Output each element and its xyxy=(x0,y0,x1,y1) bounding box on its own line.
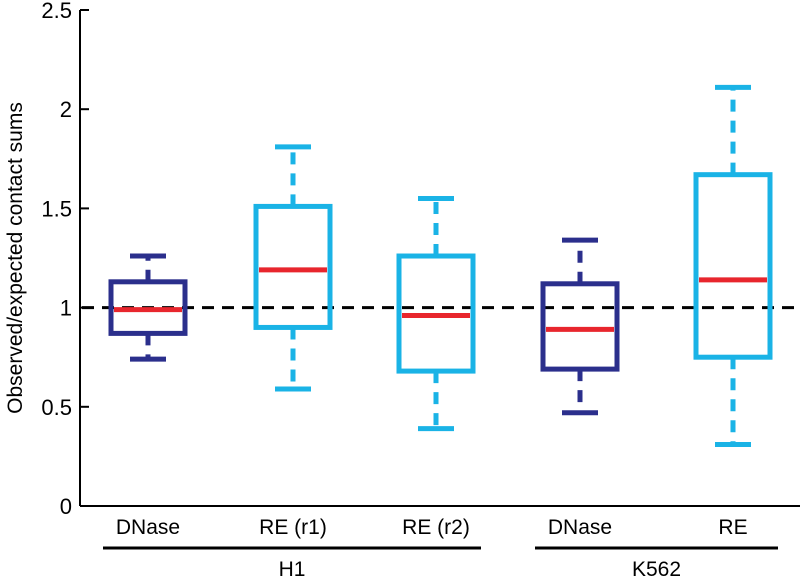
boxes xyxy=(108,84,773,447)
y-axis: 0 0.5 1 1.5 2 2.5 xyxy=(41,0,89,519)
box-iqr xyxy=(540,281,620,372)
y-tick-label: 1 xyxy=(60,296,72,321)
y-axis-label: Observed/expected contact sums xyxy=(4,102,27,414)
box-iqr xyxy=(253,203,333,330)
category-labels: DNase RE (r1) RE (r2) DNase RE xyxy=(116,516,748,539)
category-label: RE xyxy=(718,516,747,539)
group-label: H1 xyxy=(279,558,306,581)
box-iqr xyxy=(693,172,773,360)
y-tick-label: 1.5 xyxy=(41,196,72,221)
box-1 xyxy=(108,253,188,362)
y-tick-label: 0 xyxy=(60,494,72,519)
box-4 xyxy=(540,237,620,416)
box-5 xyxy=(693,84,773,447)
y-tick-label: 2.5 xyxy=(41,0,72,23)
group-label: K562 xyxy=(632,558,681,581)
y-tick-label: 0.5 xyxy=(41,395,72,420)
box-iqr xyxy=(396,253,476,374)
y-tick-label: 2 xyxy=(60,97,72,122)
y-ticks: 0 0.5 1 1.5 2 2.5 xyxy=(41,0,89,519)
category-label: DNase xyxy=(548,516,612,539)
category-label: RE (r1) xyxy=(259,516,327,539)
category-label: DNase xyxy=(116,516,180,539)
box-iqr xyxy=(108,279,188,336)
box-2 xyxy=(253,144,333,392)
box-3 xyxy=(396,195,476,432)
category-label: RE (r2) xyxy=(402,516,470,539)
group-labels: H1 K562 xyxy=(103,546,778,581)
